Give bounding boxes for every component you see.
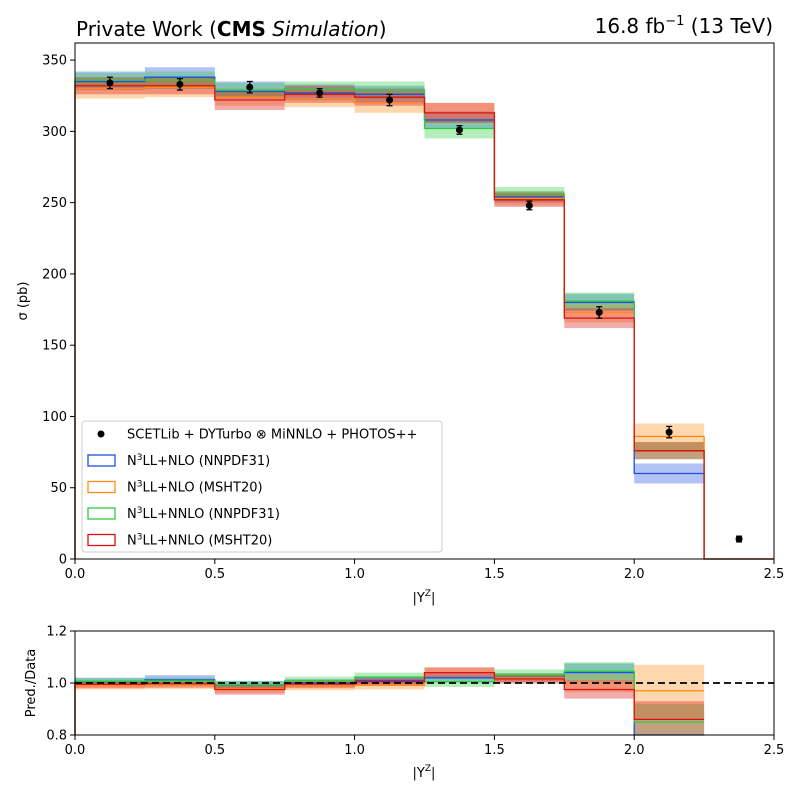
main-y-tick-label-6: 300 (42, 125, 67, 140)
data-point-6 (525, 201, 533, 209)
main-y-ticks: 0 50 100 150 200 250 300 350 (42, 54, 75, 568)
legend-swatch-orange (87, 480, 116, 494)
header-right: 16.8 fb−1 (13 TeV) (595, 14, 773, 38)
legend-label-blue: N3LL+NLO (NNPDF31) (127, 453, 270, 469)
data-point-5 (455, 126, 463, 134)
ratio-x-tick-label-5: 2.5 (764, 743, 785, 758)
ratio-line-green (74, 670, 705, 735)
main-x-tick-label-3: 1.5 (484, 567, 505, 582)
main-y-axis-label: σ (pb) (16, 281, 31, 320)
main-x-tick-label-4: 2.0 (624, 567, 645, 582)
main-y-tick-label-2: 100 (42, 410, 67, 425)
main-x-ticks: 0.0 0.5 1.0 1.5 2.0 2.5 (65, 559, 785, 582)
data-point-9 (735, 535, 743, 543)
ratio-x-tick-label-1: 0.5 (204, 743, 225, 758)
main-y-tick-label-0: 0 (59, 553, 67, 568)
data-point-4 (386, 96, 394, 104)
ratio-y-tick-label-2: 1.2 (46, 625, 67, 640)
main-plot-frame (74, 42, 775, 560)
legend-swatch-blue (87, 454, 116, 467)
data-point-8 (665, 428, 673, 436)
data-point-1 (176, 80, 184, 88)
legend-frame (81, 420, 443, 553)
main-x-tick-label-0: 0.0 (65, 567, 86, 582)
ratio-band-red-bin-8 (634, 701, 705, 735)
ratio-x-ticks: 0.0 0.5 1.0 1.5 2.0 2.5 (65, 735, 785, 758)
data-point-7 (595, 308, 603, 316)
ratio-y-ticks: 0.8 1.0 1.2 (46, 625, 75, 744)
ratio-x-tick-label-2: 1.0 (344, 743, 365, 758)
ratio-plot-panel: 0.0 0.5 1.0 1.5 2.0 2.5 0.8 1.0 1.2 |YZ| Pred./… (24, 625, 784, 782)
main-y-tick-label-7: 350 (42, 54, 67, 69)
ratio-x-tick-label-3: 1.5 (484, 743, 505, 758)
ratio-x-tick-label-0: 0.0 (65, 743, 86, 758)
legend-marker-data (97, 430, 105, 438)
ratio-prediction-lines (74, 670, 705, 736)
main-y-tick-label-3: 150 (42, 339, 67, 354)
main-data-points (106, 76, 743, 543)
main-prediction-lines (74, 76, 774, 560)
main-plot-panel: 0.0 0.5 1.0 1.5 2.0 2.5 0 50 100 150 200 250 300 350… (16, 42, 785, 606)
main-x-axis-label: |YZ| (413, 589, 436, 606)
ratio-x-tick-label-4: 2.0 (624, 743, 645, 758)
main-x-tick-label-5: 2.5 (764, 567, 785, 582)
legend-label-orange: N3LL+NLO (MSHT20) (127, 480, 263, 496)
data-point-2 (246, 83, 254, 91)
ratio-y-tick-label-0: 0.8 (46, 729, 67, 744)
main-y-tick-label-5: 250 (42, 196, 67, 211)
legend-swatch-red (87, 533, 116, 547)
main-line-red (74, 85, 774, 560)
legend-label-red: N3LL+NNLO (MSHT20) (127, 533, 272, 549)
legend: SCETLib + DYTurbo ⊗ MiNNLO + PHOTOS++ N3L… (81, 420, 443, 553)
main-band-blue-bin-1 (144, 67, 215, 89)
header-left: Private Work (CMS Simulation) (76, 17, 387, 41)
ratio-y-tick-label-1: 1.0 (46, 677, 67, 692)
ratio-x-axis-label: |YZ| (413, 764, 436, 781)
main-y-tick-label-4: 200 (42, 267, 67, 282)
data-point-3 (316, 89, 324, 97)
data-point-0 (106, 79, 114, 87)
main-y-tick-label-1: 50 (50, 481, 67, 496)
legend-label-green: N3LL+NNLO (NNPDF31) (127, 506, 280, 522)
legend-label-data: SCETLib + DYTurbo ⊗ MiNNLO + PHOTOS++ (127, 428, 417, 443)
main-x-tick-label-1: 0.5 (204, 567, 225, 582)
ratio-y-axis-label: Pred./Data (24, 649, 39, 717)
main-x-tick-label-2: 1.0 (344, 567, 365, 582)
legend-swatch-green (87, 507, 116, 520)
ratio-band-orange-bin-8 (634, 664, 705, 720)
